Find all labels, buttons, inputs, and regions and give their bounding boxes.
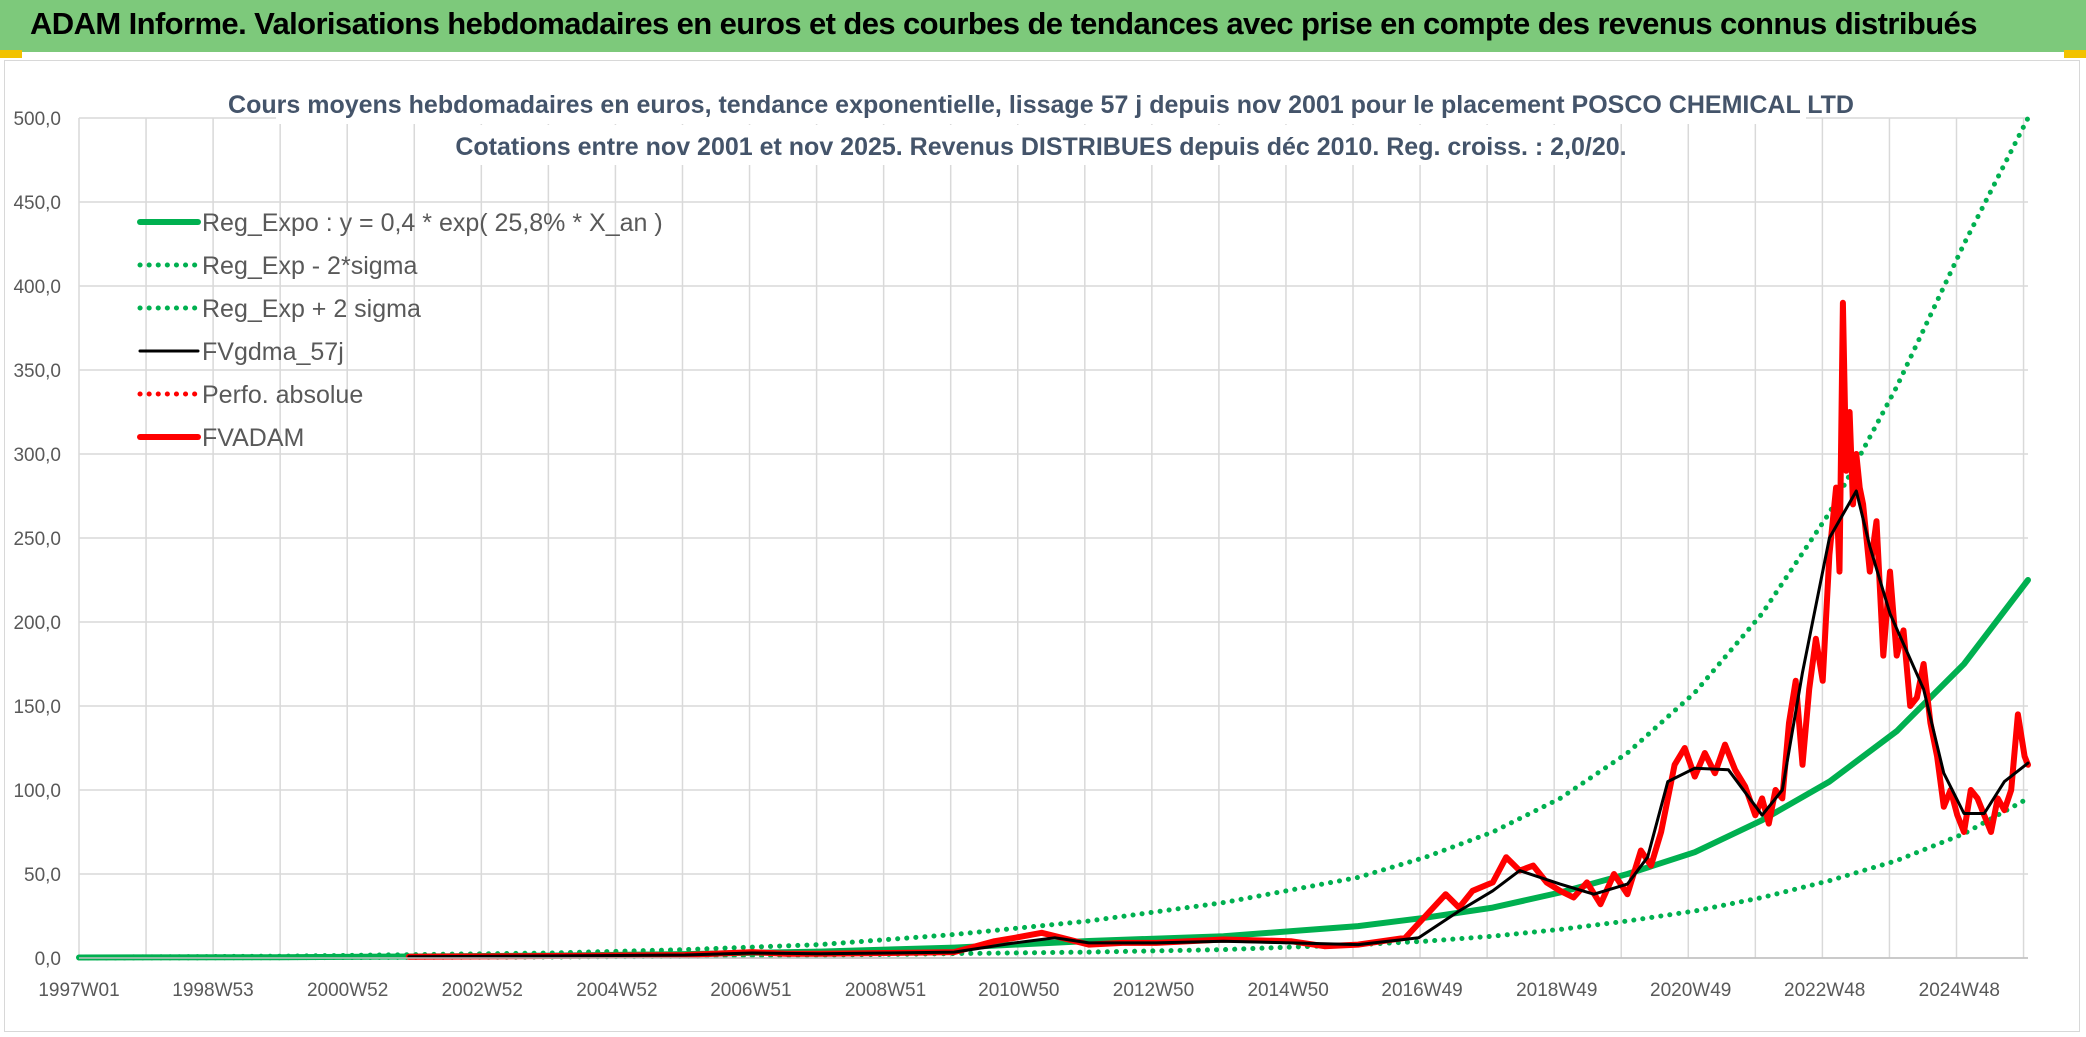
x-tick-label: 2010W50 — [978, 980, 1059, 1001]
legend-label: FVADAM — [202, 424, 304, 452]
legend-label: Reg_Exp - 2*sigma — [202, 252, 417, 280]
x-tick-label: 2008W51 — [845, 980, 926, 1001]
legend: Reg_Expo : y = 0,4 * exp( 25,8% * X_an )… — [137, 209, 663, 452]
banner-corner-left — [0, 50, 22, 58]
x-tick-label: 2002W52 — [442, 980, 523, 1001]
x-tick-label: 2000W52 — [307, 980, 388, 1001]
x-tick-label: 2016W49 — [1381, 980, 1462, 1001]
y-tick-label: 450,0 — [13, 193, 61, 214]
y-tick-label: 300,0 — [13, 445, 61, 466]
x-tick-label: 2014W50 — [1247, 980, 1328, 1001]
report-banner: ADAM Informe. Valorisations hebdomadaire… — [0, 0, 2086, 52]
y-tick-label: 0,0 — [35, 949, 61, 970]
title-backdrop-1 — [276, 84, 1806, 124]
y-tick-label: 50,0 — [24, 865, 61, 886]
x-tick-label: 2006W51 — [710, 980, 791, 1001]
y-tick-label: 250,0 — [13, 529, 61, 550]
chart-frame — [4, 60, 2080, 1032]
chart-subtitle: Cotations entre nov 2001 et nov 2025. Re… — [455, 133, 1626, 161]
chart-title: Cours moyens hebdomadaires en euros, ten… — [228, 91, 1854, 119]
axes: 0,0 50,0 100,0 150,0 200,0 250,0 300,0 350,0 400… — [13, 109, 2028, 1001]
title-backdrop-2 — [480, 125, 1602, 165]
series-lines — [76, 115, 2031, 961]
x-tick-label: 2012W50 — [1113, 980, 1194, 1001]
chart-titles: Cours moyens hebdomadaires en euros, ten… — [228, 84, 1854, 165]
x-tick-label: 2004W52 — [576, 980, 657, 1001]
x-tick-label: 2018W49 — [1516, 980, 1597, 1001]
legend-label: FVgdma_57j — [202, 338, 344, 366]
x-tick-label: 2024W48 — [1919, 980, 2000, 1001]
y-tick-label: 400,0 — [13, 277, 61, 298]
banner-corner-right — [2064, 50, 2086, 58]
y-tick-label: 350,0 — [13, 361, 61, 382]
x-tick-label: 2020W49 — [1650, 980, 1731, 1001]
y-tick-label: 100,0 — [13, 781, 61, 802]
x-tick-label: 2022W48 — [1784, 980, 1865, 1001]
x-tick-label: 1997W01 — [38, 980, 119, 1001]
y-tick-label: 500,0 — [13, 109, 61, 130]
y-tick-label: 200,0 — [13, 613, 61, 634]
legend-label: Reg_Exp + 2 sigma — [202, 295, 421, 323]
legend-label: Reg_Expo : y = 0,4 * exp( 25,8% * X_an ) — [202, 209, 663, 237]
report-title: ADAM Informe. Valorisations hebdomadaire… — [30, 6, 1977, 41]
x-tick-label: 1998W53 — [172, 980, 253, 1001]
y-tick-label: 150,0 — [13, 697, 61, 718]
legend-label: Perfo. absolue — [202, 381, 363, 409]
series-line-3 — [407, 489, 2030, 959]
